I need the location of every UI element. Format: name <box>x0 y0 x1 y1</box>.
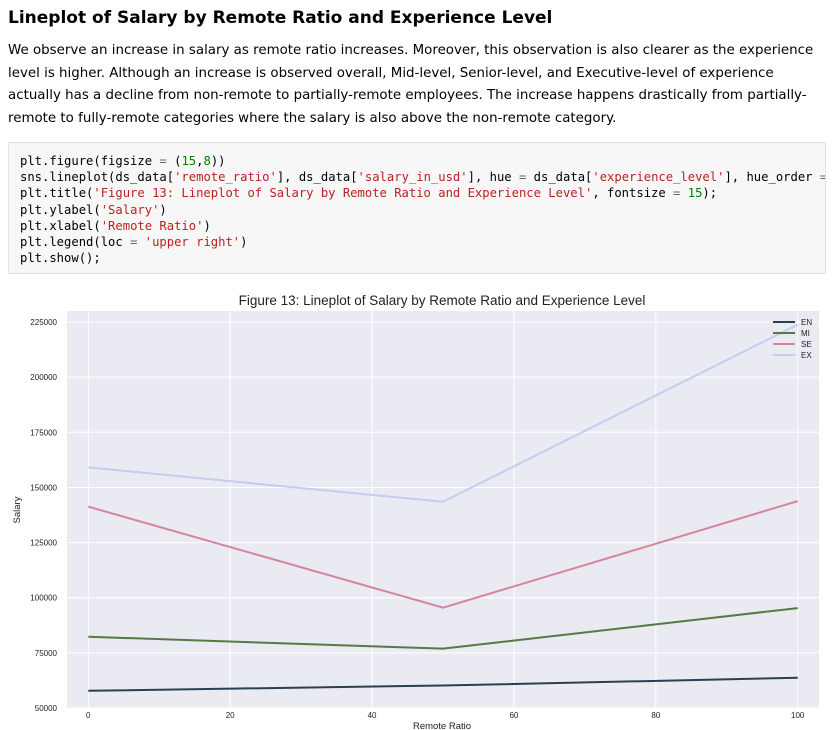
y-tick-label: 150000 <box>30 483 57 492</box>
y-tick-label: 50000 <box>35 704 58 713</box>
y-tick-label: 75000 <box>35 649 58 658</box>
series-lines <box>88 323 799 692</box>
series-line-en <box>88 676 798 692</box>
salary-lineplot-chart: Figure 13: Lineplot of Salary by Remote … <box>12 293 819 730</box>
legend: EN MI SE EX <box>773 318 812 360</box>
y-tick-label: 225000 <box>30 318 57 327</box>
legend-label-en: EN <box>801 318 812 327</box>
code-cell[interactable]: plt.figure(figsize = (15,8)) sns.lineplo… <box>8 142 826 274</box>
legend-label-mi: MI <box>801 329 810 338</box>
y-tick-label: 200000 <box>30 373 57 382</box>
y-tick-label: 125000 <box>30 539 57 548</box>
x-tick-label: 40 <box>368 711 377 720</box>
legend-label-ex: EX <box>801 351 812 360</box>
series-line-ex <box>88 323 799 503</box>
y-tick-label: 100000 <box>30 594 57 603</box>
x-tick-label: 60 <box>509 711 518 720</box>
x-axis-label: Remote Ratio <box>413 721 471 730</box>
y-tick-labels: 50000 75000 100000 125000 150000 175000 200000… <box>30 318 57 713</box>
x-tick-label: 100 <box>791 711 805 720</box>
y-axis-label: Salary <box>12 496 23 523</box>
legend-label-se: SE <box>801 340 812 349</box>
y-tick-label: 175000 <box>30 428 57 437</box>
x-tick-label: 20 <box>226 711 235 720</box>
x-tick-labels: 0 20 40 60 80 100 <box>86 711 805 720</box>
description-paragraph: We observe an increase in salary as remo… <box>8 43 814 126</box>
code-text: plt.figure(figsize = (15,8)) sns.lineplo… <box>20 154 825 266</box>
x-tick-label: 80 <box>651 711 660 720</box>
x-tick-label: 0 <box>86 711 91 720</box>
series-line-se <box>88 500 799 609</box>
chart-title: Figure 13: Lineplot of Salary by Remote … <box>239 293 646 308</box>
section-heading: Lineplot of Salary by Remote Ratio and E… <box>8 8 553 28</box>
series-line-mi <box>88 607 798 650</box>
